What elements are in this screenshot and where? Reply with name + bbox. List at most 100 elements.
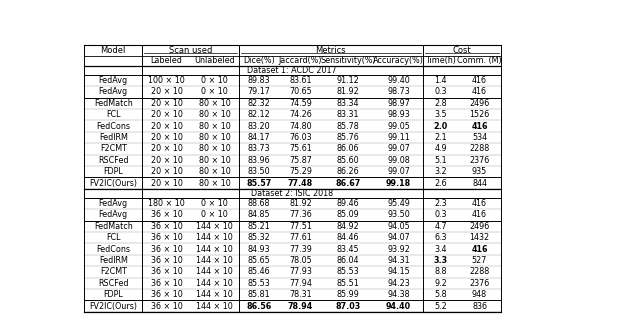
Text: 80 × 10: 80 × 10: [199, 156, 230, 165]
Text: 844: 844: [472, 178, 487, 188]
Text: 20 × 10: 20 × 10: [150, 144, 182, 153]
Text: 935: 935: [472, 167, 487, 176]
Text: 85.76: 85.76: [337, 133, 360, 142]
Text: RSCFed: RSCFed: [98, 156, 129, 165]
Text: 85.65: 85.65: [248, 256, 271, 265]
Text: 77.51: 77.51: [289, 222, 312, 231]
Text: 36 × 10: 36 × 10: [150, 245, 182, 254]
Text: 84.85: 84.85: [248, 210, 270, 219]
Text: FedMatch: FedMatch: [94, 99, 132, 108]
Text: 416: 416: [471, 122, 488, 131]
Text: 416: 416: [471, 245, 488, 254]
Text: 2376: 2376: [469, 156, 490, 165]
Text: 99.11: 99.11: [387, 133, 410, 142]
Text: 144 × 10: 144 × 10: [196, 267, 233, 276]
Text: 948: 948: [472, 290, 487, 299]
Text: 86.26: 86.26: [337, 167, 360, 176]
Text: 85.21: 85.21: [248, 222, 271, 231]
Text: 4.9: 4.9: [435, 144, 447, 153]
Text: Accuracy(%): Accuracy(%): [373, 56, 424, 65]
Text: 99.08: 99.08: [387, 156, 410, 165]
Text: 78.31: 78.31: [289, 290, 312, 299]
Text: Dataset 1: ACDC 2017: Dataset 1: ACDC 2017: [248, 66, 337, 75]
Text: 144 × 10: 144 × 10: [196, 256, 233, 265]
Text: 83.73: 83.73: [248, 144, 270, 153]
Text: 93.50: 93.50: [387, 210, 410, 219]
Text: 99.07: 99.07: [387, 167, 410, 176]
Text: 3.3: 3.3: [433, 256, 447, 265]
Text: 85.32: 85.32: [248, 233, 271, 242]
Text: FedCons: FedCons: [96, 122, 130, 131]
Text: 5.2: 5.2: [434, 302, 447, 310]
Text: 79.17: 79.17: [248, 87, 271, 97]
Text: 0.3: 0.3: [435, 87, 447, 97]
Text: F2CMT: F2CMT: [100, 267, 127, 276]
Text: Sensitivity(%): Sensitivity(%): [320, 56, 376, 65]
Text: 36 × 10: 36 × 10: [150, 210, 182, 219]
Text: 83.31: 83.31: [337, 110, 359, 119]
Text: 2496: 2496: [469, 222, 490, 231]
Text: 85.57: 85.57: [246, 178, 272, 188]
Text: 20 × 10: 20 × 10: [150, 156, 182, 165]
Text: 416: 416: [472, 199, 487, 208]
Text: 77.48: 77.48: [288, 178, 313, 188]
Text: 98.97: 98.97: [387, 99, 410, 108]
Text: 36 × 10: 36 × 10: [150, 256, 182, 265]
Text: FedMatch: FedMatch: [94, 222, 132, 231]
Text: 416: 416: [472, 76, 487, 85]
Text: 20 × 10: 20 × 10: [150, 133, 182, 142]
Text: 3.2: 3.2: [435, 167, 447, 176]
Text: FedAvg: FedAvg: [99, 87, 128, 97]
Text: 99.18: 99.18: [386, 178, 412, 188]
Text: 2.0: 2.0: [433, 122, 448, 131]
Text: 0 × 10: 0 × 10: [202, 76, 228, 85]
Text: 86.67: 86.67: [335, 178, 361, 188]
Text: 89.83: 89.83: [248, 76, 270, 85]
Text: 144 × 10: 144 × 10: [196, 233, 233, 242]
Text: 100 × 10: 100 × 10: [148, 76, 185, 85]
Text: 2.3: 2.3: [435, 199, 447, 208]
Text: 83.96: 83.96: [248, 156, 270, 165]
Text: FCL: FCL: [106, 233, 120, 242]
Text: 84.92: 84.92: [337, 222, 360, 231]
Text: 81.92: 81.92: [337, 87, 360, 97]
Text: 36 × 10: 36 × 10: [150, 290, 182, 299]
Text: FV2IC(Ours): FV2IC(Ours): [89, 302, 137, 310]
Text: 94.05: 94.05: [387, 222, 410, 231]
Text: 84.46: 84.46: [337, 233, 359, 242]
Text: 99.40: 99.40: [387, 76, 410, 85]
Text: FedIRM: FedIRM: [99, 133, 127, 142]
Text: 84.17: 84.17: [248, 133, 270, 142]
Text: 93.92: 93.92: [387, 245, 410, 254]
Text: 82.32: 82.32: [248, 99, 271, 108]
Text: 85.78: 85.78: [337, 122, 360, 131]
Text: 36 × 10: 36 × 10: [150, 222, 182, 231]
Text: 91.12: 91.12: [337, 76, 360, 85]
Text: 94.15: 94.15: [387, 267, 410, 276]
Text: Time(h): Time(h): [425, 56, 456, 65]
Text: 80 × 10: 80 × 10: [199, 144, 230, 153]
Text: FedAvg: FedAvg: [99, 76, 128, 85]
Text: 527: 527: [472, 256, 487, 265]
Text: 80 × 10: 80 × 10: [199, 178, 230, 188]
Text: 416: 416: [472, 210, 487, 219]
Text: 2376: 2376: [469, 279, 490, 288]
Text: 36 × 10: 36 × 10: [150, 267, 182, 276]
Text: 2288: 2288: [469, 267, 490, 276]
Text: 84.93: 84.93: [248, 245, 270, 254]
Text: 20 × 10: 20 × 10: [150, 99, 182, 108]
Text: Dataset 2: ISIC 2018: Dataset 2: ISIC 2018: [252, 189, 333, 198]
Text: 78.94: 78.94: [288, 302, 313, 310]
Text: F2CMT: F2CMT: [100, 144, 127, 153]
Text: 74.59: 74.59: [289, 99, 312, 108]
Text: 2288: 2288: [469, 144, 490, 153]
Text: 78.05: 78.05: [289, 256, 312, 265]
Text: 0 × 10: 0 × 10: [202, 87, 228, 97]
Text: 98.73: 98.73: [387, 87, 410, 97]
Text: 80 × 10: 80 × 10: [199, 110, 230, 119]
Text: 94.31: 94.31: [387, 256, 410, 265]
Text: FedAvg: FedAvg: [99, 199, 128, 208]
Text: 77.39: 77.39: [289, 245, 312, 254]
Text: 82.12: 82.12: [248, 110, 271, 119]
Text: 86.56: 86.56: [246, 302, 272, 310]
